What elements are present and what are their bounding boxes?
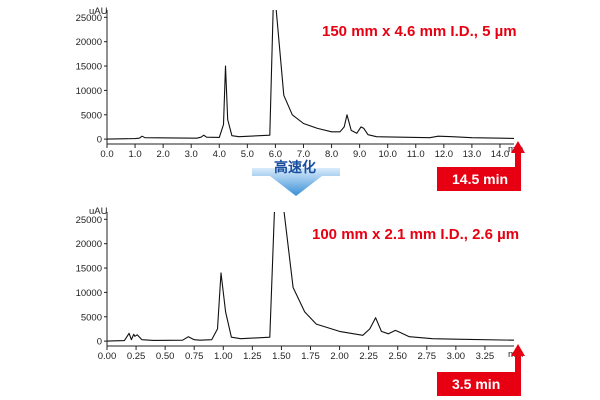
top-y-tick-label: 10000 [76, 86, 102, 97]
bottom-x-tick-label: 2.25 [359, 351, 378, 362]
bottom-x-tick-label: 1.50 [272, 351, 291, 362]
top-y-tick-label: 5000 [81, 110, 102, 121]
bottom-chromatogram: uAU min 100 mm x 2.1 mm I.D., 2.6 µm 050… [76, 206, 525, 396]
bottom-x-tick-label: 1.75 [301, 351, 320, 362]
top-x-tick-label: 12.0 [435, 149, 454, 160]
bottom-y-tick-label: 5000 [81, 312, 102, 323]
top-x-tick-label: 1.0 [128, 149, 141, 160]
top-x-tick-label: 13.0 [463, 149, 482, 160]
bottom-runtime-box: 3.5 min [437, 344, 525, 396]
bottom-x-tick-label: 1.00 [214, 351, 233, 362]
top-y-unit-label: uAU [89, 6, 108, 17]
bottom-runtime-label: 3.5 min [452, 376, 500, 392]
top-x-tick-label: 11.0 [407, 149, 425, 160]
top-runtime-arrow [511, 141, 525, 191]
bottom-runtime-box-bg [437, 372, 518, 396]
bottom-y-tick-label: 0 [97, 337, 102, 348]
top-y-tick-label: 25000 [76, 13, 102, 24]
bottom-y-tick-label: 20000 [76, 239, 102, 250]
top-x-tick-label: 2.0 [157, 149, 170, 160]
top-chromatogram: uAU min 150 mm x 4.6 mm I.D., 5 µm 05000… [76, 6, 525, 191]
top-x-tick-label: 0.0 [100, 149, 113, 160]
bottom-column-spec: 100 mm x 2.1 mm I.D., 2.6 µm [312, 226, 519, 243]
top-x-tick-label: 10.0 [378, 149, 397, 160]
bottom-x-tick-label: 1.25 [243, 351, 262, 362]
top-x-tick-label: 9.0 [353, 149, 366, 160]
top-x-tick-label: 7.0 [297, 149, 310, 160]
top-x-tick-label: 4.0 [213, 149, 226, 160]
bottom-x-tick-label: 0.75 [185, 351, 204, 362]
top-x-tick-label: 5.0 [241, 149, 254, 160]
bottom-runtime-arrow [511, 344, 525, 396]
top-y-tick-label: 0 [97, 135, 102, 146]
bottom-x-tick-label: 0.50 [156, 351, 175, 362]
speed-up-arrow: 高速化 [252, 159, 340, 196]
top-runtime-label: 14.5 min [452, 171, 508, 187]
top-y-tick-label: 20000 [76, 37, 102, 48]
bottom-y-tick-label: 10000 [76, 288, 102, 299]
speed-up-label: 高速化 [274, 159, 316, 176]
top-y-tick-label: 15000 [76, 62, 102, 73]
bottom-x-tick-label: 2.75 [418, 351, 437, 362]
bottom-chromatogram-trace [107, 212, 515, 342]
bottom-x-tick-label: 3.00 [447, 351, 466, 362]
top-chromatogram-trace [107, 10, 515, 140]
top-x-tick-label: 8.0 [325, 149, 338, 160]
bottom-x-tick-label: 2.00 [330, 351, 349, 362]
top-x-tick-label: 14.0 [491, 149, 510, 160]
top-x-tick-label: 6.0 [269, 149, 282, 160]
bottom-y-unit-label: uAU [89, 206, 108, 217]
top-runtime-box-bg [437, 167, 518, 191]
down-arrow-icon [252, 168, 340, 196]
bottom-x-tick-label: 2.50 [388, 351, 407, 362]
bottom-y-tick-label: 25000 [76, 215, 102, 226]
bottom-x-tick-label: 0.25 [127, 351, 146, 362]
top-column-spec: 150 mm x 4.6 mm I.D., 5 µm [322, 23, 517, 40]
bottom-x-tick-label: 3.25 [476, 351, 495, 362]
bottom-x-tick-label: 0.00 [98, 351, 117, 362]
top-runtime-box: 14.5 min [437, 141, 525, 191]
top-x-tick-label: 3.0 [185, 149, 198, 160]
bottom-y-tick-label: 15000 [76, 264, 102, 275]
